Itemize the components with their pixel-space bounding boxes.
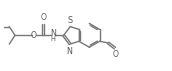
Text: N: N: [66, 47, 72, 56]
Text: O: O: [31, 31, 37, 40]
Text: N: N: [50, 29, 56, 38]
Text: S: S: [67, 16, 72, 25]
Text: H: H: [51, 36, 55, 42]
Text: O: O: [113, 50, 119, 59]
Text: O: O: [40, 13, 46, 22]
